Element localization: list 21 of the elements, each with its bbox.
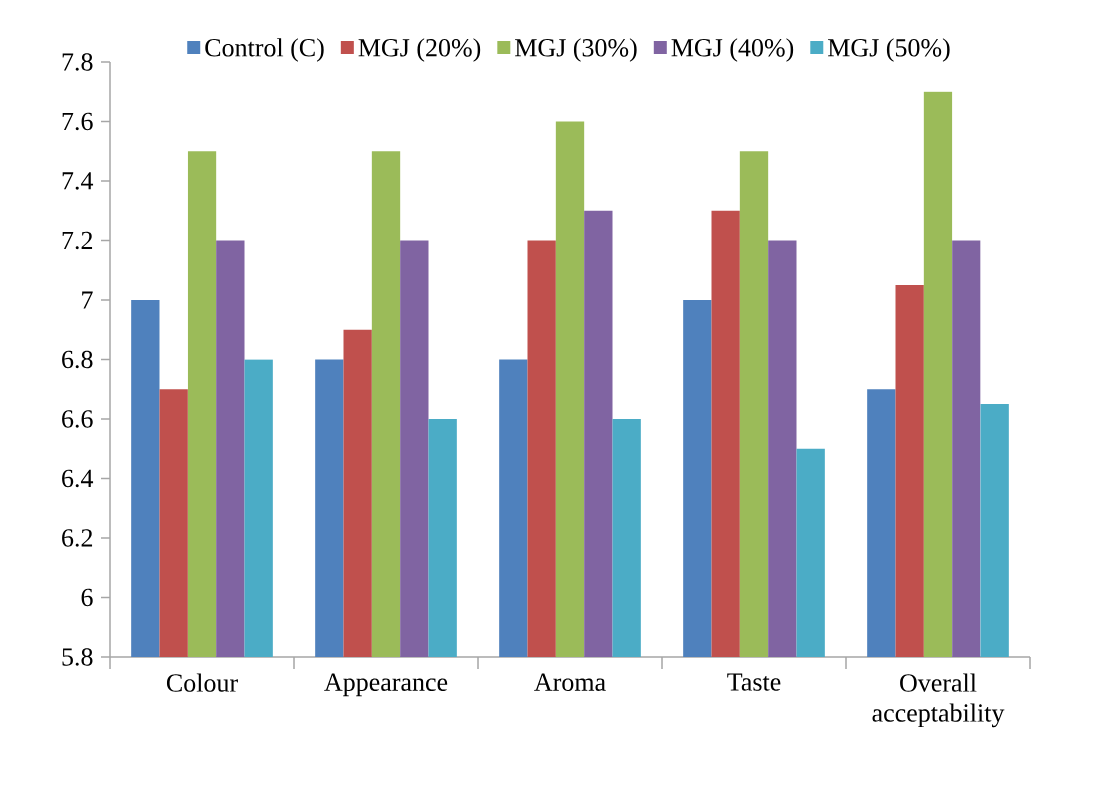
legend-label: Control (C)	[205, 38, 324, 62]
legend-label: MGJ (30%)	[515, 38, 637, 62]
x-tick-label: Taste	[727, 673, 781, 691]
y-tick-label: 6	[81, 588, 93, 607]
x-tick-label: Colour	[166, 673, 238, 692]
y-tick-label: 7.2	[62, 231, 93, 250]
x-tick-label: Aroma	[534, 673, 606, 691]
y-tick-label: 5.8	[62, 648, 93, 666]
y-tick-label: 7.4	[62, 172, 94, 190]
y-tick-label: 7	[82, 291, 93, 309]
y-tick-label: 6.4	[62, 469, 94, 488]
y-tick-label: 6.8	[62, 350, 93, 369]
x-tick-label: Appearance	[324, 673, 448, 697]
legend-label: MGJ (40%)	[671, 38, 794, 62]
legend-label: MGJ (20%)	[358, 38, 481, 62]
x-tick-label: Overall acceptability	[872, 673, 1005, 728]
y-tick-label: 7.8	[62, 53, 93, 71]
y-tick-label: 6.2	[62, 529, 93, 547]
y-tick-label: 7.6	[62, 112, 93, 131]
y-tick-label: 6.6	[62, 410, 93, 428]
legend-label: MGJ (50%)	[828, 38, 950, 62]
